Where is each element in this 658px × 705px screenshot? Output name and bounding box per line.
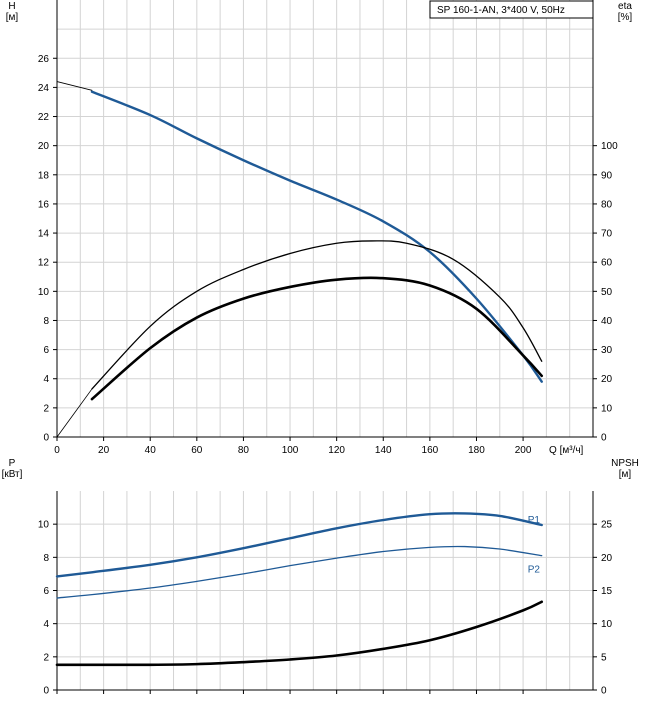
head-efficiency-plot: 0246810121416182022242601020304050607080… bbox=[6, 0, 633, 456]
x-tick-label: 180 bbox=[468, 445, 485, 456]
x-tick-label: 140 bbox=[375, 445, 392, 456]
left-tick-label: 18 bbox=[38, 170, 50, 181]
right-tick-label: 30 bbox=[601, 345, 613, 356]
right-tick-label: 90 bbox=[601, 170, 613, 181]
legend-box-text: SP 160-1-AN, 3*400 V, 50Hz bbox=[437, 5, 565, 16]
left-tick-label: 22 bbox=[38, 112, 50, 123]
p1-curve bbox=[55, 512, 543, 578]
series-label-p1: P1 bbox=[528, 515, 541, 526]
right-tick-label: 10 bbox=[601, 403, 613, 414]
left-tick-label: 8 bbox=[43, 553, 49, 564]
left-tick-label: 4 bbox=[43, 619, 49, 630]
p2-curve bbox=[56, 545, 543, 599]
left-tick-label: 16 bbox=[38, 199, 50, 210]
left-tick-label: 6 bbox=[43, 586, 49, 597]
x-tick-label: 60 bbox=[191, 445, 203, 456]
left-axis-unit: [м] bbox=[6, 12, 19, 23]
left-tick-label: 2 bbox=[43, 652, 49, 663]
right-tick-label: 0 bbox=[601, 433, 607, 444]
left-tick-label: 24 bbox=[38, 83, 50, 94]
left-tick-label: 10 bbox=[38, 520, 50, 531]
x-tick-label: 200 bbox=[515, 445, 532, 456]
right-tick-label: 50 bbox=[601, 287, 613, 298]
left-tick-label: 26 bbox=[38, 54, 50, 65]
x-tick-label: 120 bbox=[328, 445, 345, 456]
curve-2 bbox=[55, 600, 544, 667]
left-axis-unit: [кВт] bbox=[2, 469, 23, 480]
right-tick-label: 70 bbox=[601, 229, 613, 240]
right-axis-unit: [%] bbox=[618, 12, 633, 23]
left-tick-label: 4 bbox=[43, 374, 49, 385]
left-tick-label: 12 bbox=[38, 258, 50, 269]
left-tick-label: 8 bbox=[43, 316, 49, 327]
right-axis-title: NPSH bbox=[611, 458, 639, 469]
left-tick-label: 20 bbox=[38, 141, 50, 152]
right-axis-unit: [м] bbox=[619, 469, 632, 480]
right-tick-label: 80 bbox=[601, 199, 613, 210]
curve-1 bbox=[90, 90, 543, 383]
right-tick-label: 60 bbox=[601, 258, 613, 269]
right-axis-title: eta bbox=[618, 1, 632, 12]
left-tick-label: 0 bbox=[43, 686, 49, 697]
series-label-p2: P2 bbox=[528, 565, 541, 576]
left-axis-title: P bbox=[9, 458, 16, 469]
right-tick-label: 25 bbox=[601, 520, 613, 531]
x-axis-label: Q [м³/ч] bbox=[549, 445, 584, 456]
curve-2 bbox=[56, 388, 93, 438]
curve-3 bbox=[91, 240, 543, 390]
x-tick-label: 0 bbox=[54, 445, 60, 456]
x-tick-label: 160 bbox=[422, 445, 439, 456]
right-tick-label: 40 bbox=[601, 316, 613, 327]
right-tick-label: 5 bbox=[601, 652, 607, 663]
right-tick-label: 15 bbox=[601, 586, 613, 597]
x-tick-label: 20 bbox=[98, 445, 110, 456]
x-tick-label: 40 bbox=[145, 445, 157, 456]
right-tick-label: 100 bbox=[601, 141, 618, 152]
right-tick-label: 20 bbox=[601, 374, 613, 385]
left-tick-label: 14 bbox=[38, 229, 50, 240]
left-tick-label: 2 bbox=[43, 403, 49, 414]
right-tick-label: 10 bbox=[601, 619, 613, 630]
left-tick-label: 0 bbox=[43, 433, 49, 444]
left-tick-label: 6 bbox=[43, 345, 49, 356]
power-npsh-plot: 0 2 4 6 8 10 0 5 10 15 20 25 P[кВт] NPSH[м] P1 P2 bbox=[2, 458, 639, 697]
x-tick-label: 80 bbox=[238, 445, 250, 456]
right-tick-label: 0 bbox=[601, 686, 607, 697]
right-tick-label: 20 bbox=[601, 553, 613, 564]
curve-0 bbox=[56, 81, 93, 91]
left-tick-label: 10 bbox=[38, 287, 50, 298]
legend-box: SP 160-1-AN, 3*400 V, 50Hz bbox=[429, 0, 594, 19]
left-axis-title: H bbox=[8, 1, 15, 12]
x-tick-label: 100 bbox=[282, 445, 299, 456]
curve-4 bbox=[90, 276, 544, 401]
